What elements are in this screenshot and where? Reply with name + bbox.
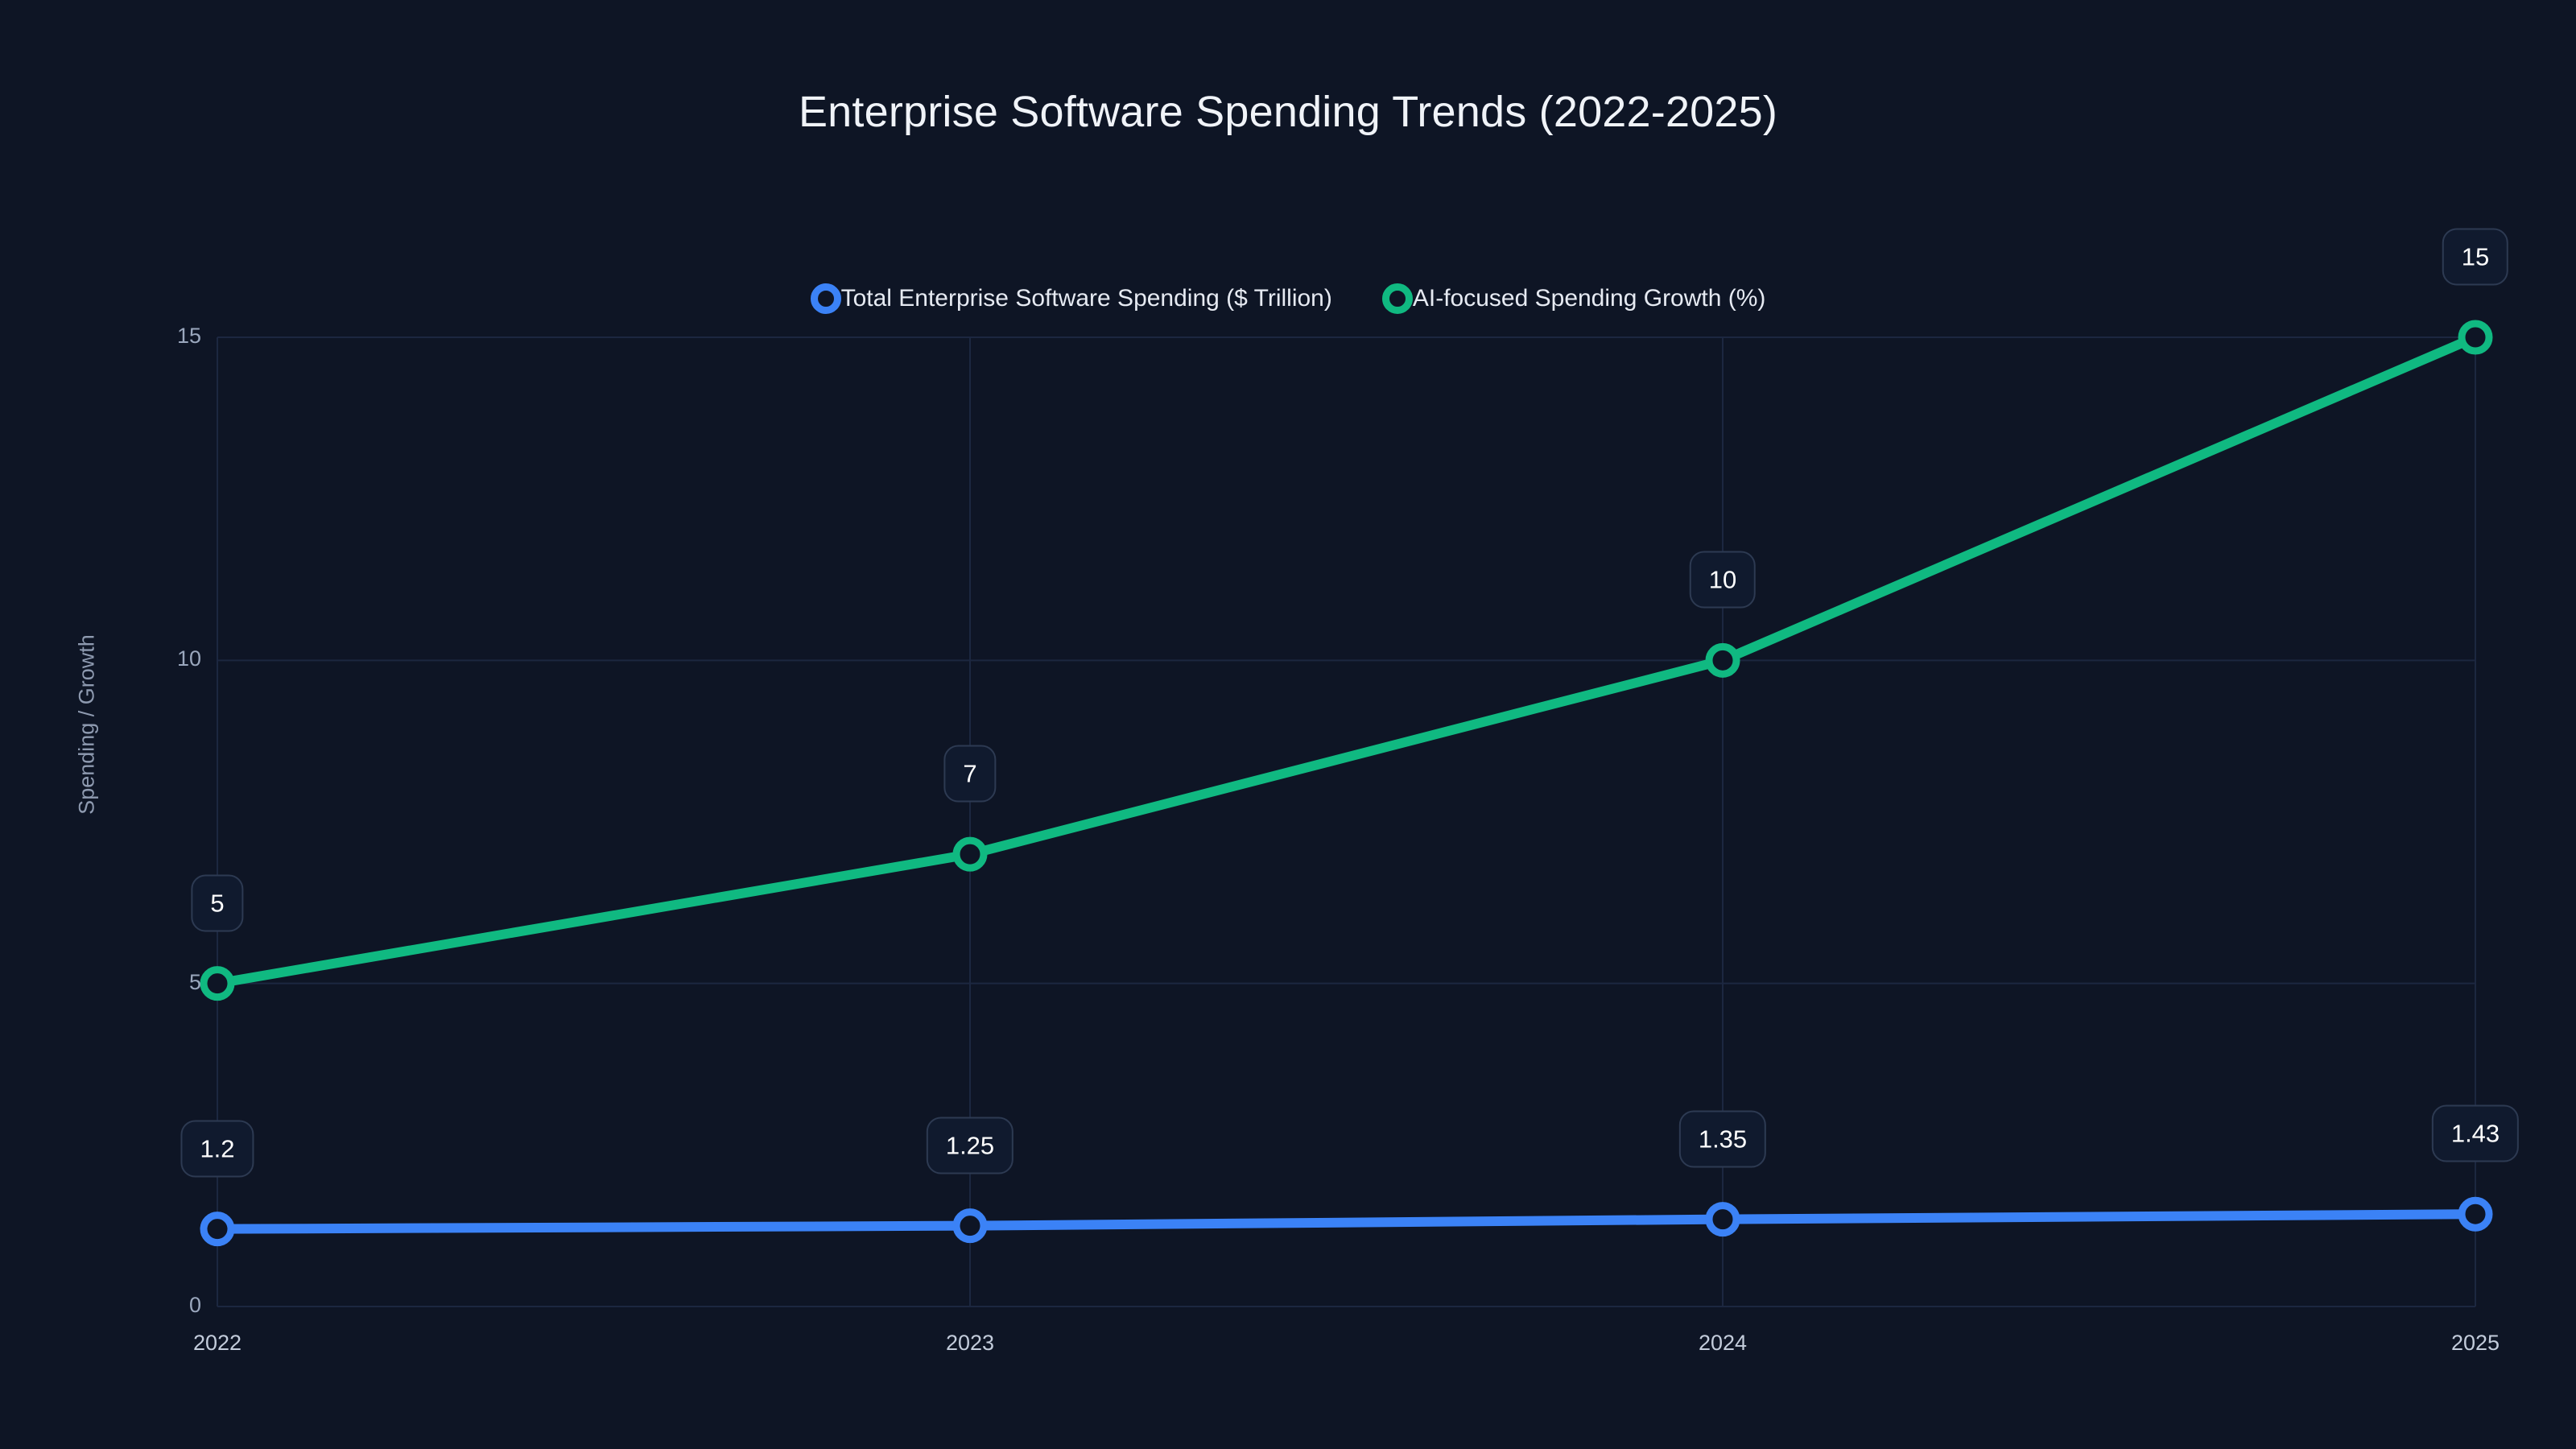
chart-legend: Total Enterprise Software Spending ($ Tr… bbox=[0, 283, 2576, 314]
series-line-1 bbox=[213, 332, 2480, 989]
x-axis-tick-label: 2023 bbox=[945, 1331, 995, 1355]
legend-item-label: Total Enterprise Software Spending ($ Tr… bbox=[840, 285, 1332, 312]
data-point-label: 5 bbox=[191, 874, 244, 932]
data-point-label: 1.2 bbox=[180, 1120, 254, 1178]
data-point-marker[interactable] bbox=[952, 1208, 988, 1244]
data-point-label: 10 bbox=[1689, 551, 1757, 609]
x-axis-tick-label: 2024 bbox=[1698, 1331, 1748, 1355]
data-point-label: 7 bbox=[943, 745, 997, 803]
data-point-label: 1.43 bbox=[2431, 1104, 2520, 1162]
legend-item-total-spending[interactable]: Total Enterprise Software Spending ($ Tr… bbox=[810, 283, 1332, 314]
y-axis-tick-label: 0 bbox=[188, 1293, 201, 1317]
x-axis-tick-label: 2022 bbox=[192, 1331, 242, 1355]
series-layer bbox=[200, 320, 2493, 1247]
data-point-label: 15 bbox=[2442, 228, 2509, 286]
ring-icon bbox=[810, 283, 841, 314]
data-point-marker[interactable] bbox=[1705, 1202, 1740, 1237]
data-point-marker[interactable] bbox=[952, 836, 988, 872]
legend-item-ai-growth[interactable]: AI-focused Spending Growth (%) bbox=[1381, 283, 1766, 314]
y-axis-tick-label: 5 bbox=[188, 969, 201, 994]
data-point-marker[interactable] bbox=[2458, 320, 2493, 355]
y-axis-tick-label: 15 bbox=[176, 324, 201, 348]
data-point-label: 1.35 bbox=[1678, 1110, 1767, 1168]
x-axis-tick-label: 2025 bbox=[2450, 1331, 2500, 1355]
y-axis-tick-label: 10 bbox=[176, 646, 201, 671]
ring-icon bbox=[1381, 283, 1413, 314]
data-point-marker[interactable] bbox=[1705, 642, 1740, 678]
y-axis-title: Spending / Growth bbox=[74, 634, 99, 815]
data-point-marker[interactable] bbox=[2458, 1196, 2493, 1232]
series-line-0 bbox=[213, 1209, 2480, 1234]
data-point-marker[interactable] bbox=[200, 1212, 235, 1247]
data-point-label: 1.25 bbox=[926, 1117, 1014, 1174]
chart-title: Enterprise Software Spending Trends (202… bbox=[798, 88, 1778, 136]
data-point-marker[interactable] bbox=[200, 966, 235, 1001]
legend-item-label: AI-focused Spending Growth (%) bbox=[1412, 285, 1766, 312]
